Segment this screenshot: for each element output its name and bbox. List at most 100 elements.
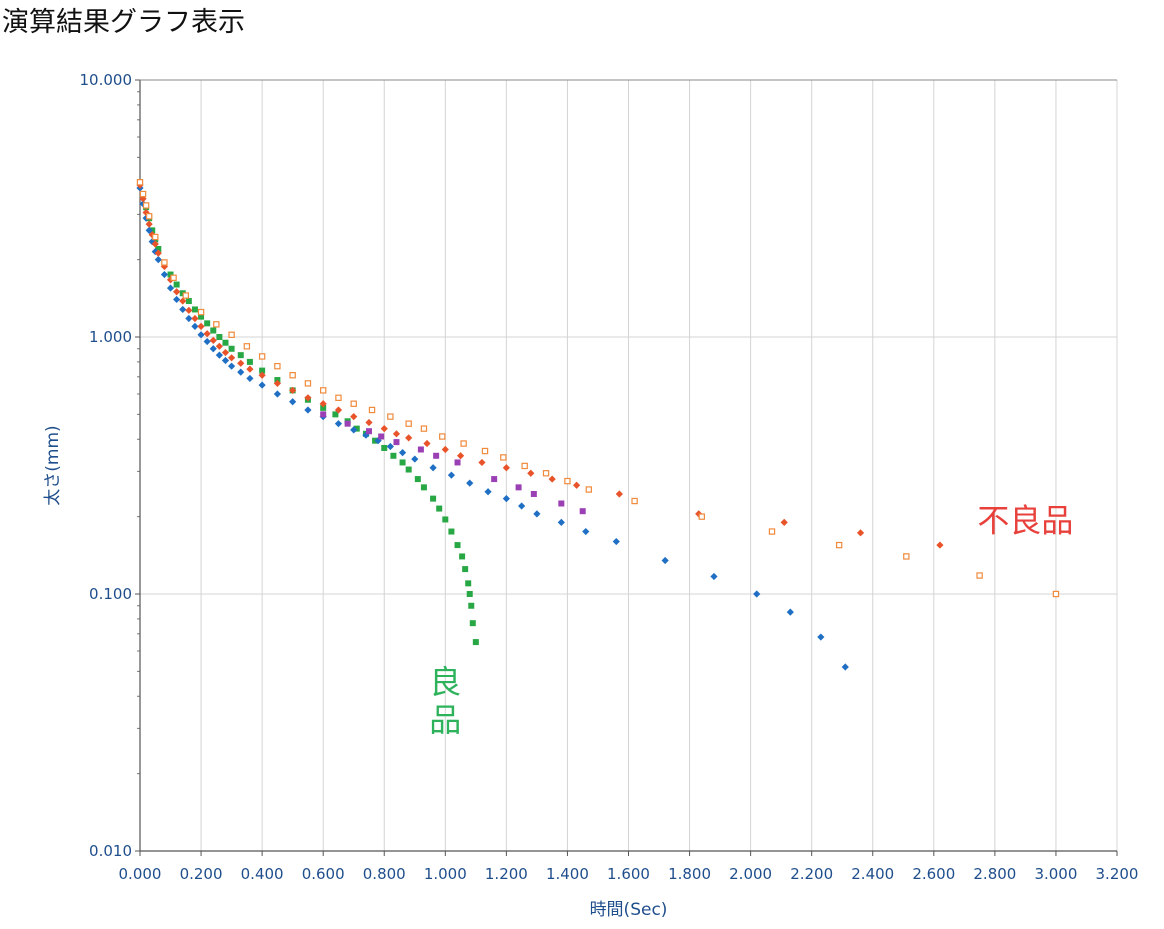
point-series-3: [456, 452, 465, 460]
point-series-3: [160, 262, 169, 271]
point-series-3: [856, 529, 865, 537]
point-series-3: [151, 240, 159, 248]
point-series-1: [237, 352, 244, 359]
x-tick-label: 2.600: [912, 865, 955, 883]
point-series-1: [399, 459, 406, 466]
point-series-1: [381, 444, 388, 451]
point-series-3: [246, 365, 254, 373]
x-tick-label: 1.600: [607, 865, 650, 883]
point-series-2: [289, 398, 297, 406]
x-tick-label: 2.200: [790, 865, 833, 883]
point-series-3: [215, 342, 223, 350]
point-series-5: [161, 259, 168, 266]
point-series-3: [392, 430, 401, 438]
point-series-1: [465, 580, 472, 587]
point-series-2: [185, 314, 193, 323]
point-series-3: [572, 481, 581, 489]
point-series-2: [447, 471, 456, 479]
point-series-2: [661, 556, 669, 565]
point-series-2: [557, 518, 565, 526]
point-series-3: [380, 425, 388, 433]
point-series-5: [304, 380, 312, 387]
point-series-1: [454, 542, 461, 549]
point-series-1: [191, 306, 198, 313]
point-series-2: [334, 420, 343, 428]
point-series-4: [515, 484, 522, 491]
point-series-2: [398, 448, 407, 457]
point-series-1: [405, 466, 412, 473]
x-tick-label: 1.400: [546, 865, 589, 883]
point-series-3: [145, 220, 153, 228]
y-tick-label: 0.010: [89, 842, 132, 860]
point-series-2: [374, 437, 382, 445]
point-series-4: [417, 446, 424, 453]
point-series-1: [468, 602, 475, 609]
x-tick-label: 2.400: [851, 865, 894, 883]
point-series-1: [210, 327, 217, 334]
point-series-2: [502, 495, 510, 503]
point-series-1: [472, 639, 479, 646]
point-series-3: [173, 288, 181, 296]
point-series-1: [430, 495, 437, 502]
point-series-5: [335, 394, 342, 401]
point-series-4: [378, 433, 385, 440]
point-series-2: [518, 502, 526, 510]
point-series-2: [753, 590, 761, 598]
point-series-5: [145, 213, 153, 220]
point-series-2: [817, 633, 825, 641]
point-series-1: [459, 553, 466, 560]
point-series-3: [780, 518, 788, 526]
point-series-5: [289, 372, 296, 379]
point-series-1: [420, 484, 427, 491]
point-series-2: [221, 356, 230, 365]
point-series-1: [185, 298, 192, 305]
point-series-5: [631, 497, 638, 505]
x-tick-labels: 0.000 0.200 0.400 0.600 0.800 1.000 1.200 1.400…: [119, 865, 1139, 883]
point-series-2: [191, 322, 199, 330]
x-tick-label: 0.800: [363, 865, 406, 883]
point-series-4: [454, 459, 461, 466]
point-series-2: [258, 381, 266, 389]
point-series-2: [466, 479, 474, 487]
point-series-3: [304, 394, 312, 402]
point-series-3: [191, 314, 199, 323]
x-tick-label: 0.400: [241, 865, 284, 883]
point-series-3: [423, 439, 431, 448]
y-tick-label: 0.100: [89, 585, 132, 603]
point-series-5: [439, 433, 446, 440]
y-tick-labels: 0.010 0.100 1.000 10.000: [80, 71, 133, 860]
axes: [135, 79, 1118, 856]
annotation-good: 良品: [429, 663, 461, 739]
point-series-3: [185, 306, 193, 314]
point-series-2: [612, 537, 620, 546]
point-series-3: [405, 434, 413, 442]
point-series-2: [246, 374, 254, 383]
point-series-5: [903, 553, 910, 560]
point-series-1: [155, 245, 162, 252]
x-tick-label: 1.800: [668, 865, 711, 883]
point-series-5: [197, 308, 205, 316]
point-series-5: [136, 179, 144, 186]
y-axis-label: 太さ(mm): [43, 425, 63, 505]
point-series-5: [768, 528, 776, 535]
point-series-5: [542, 470, 550, 477]
point-series-2: [484, 488, 492, 496]
point-series-5: [228, 331, 235, 338]
point-series-1: [466, 591, 473, 597]
point-series-3: [289, 386, 297, 394]
point-series-1: [469, 620, 476, 627]
x-tick-label: 0.600: [302, 865, 345, 883]
point-series-4: [558, 500, 565, 507]
point-series-1: [414, 476, 421, 483]
point-series-3: [527, 469, 535, 477]
point-series-5: [387, 413, 394, 420]
point-series-3: [273, 379, 281, 387]
x-tick-label: 3.000: [1034, 865, 1077, 883]
point-series-3: [502, 464, 510, 472]
point-series-3: [615, 490, 623, 498]
point-series-4: [344, 420, 351, 427]
point-series-5: [182, 292, 189, 299]
point-series-3: [179, 297, 187, 305]
point-series-5: [460, 440, 467, 447]
point-series-5: [213, 321, 220, 328]
